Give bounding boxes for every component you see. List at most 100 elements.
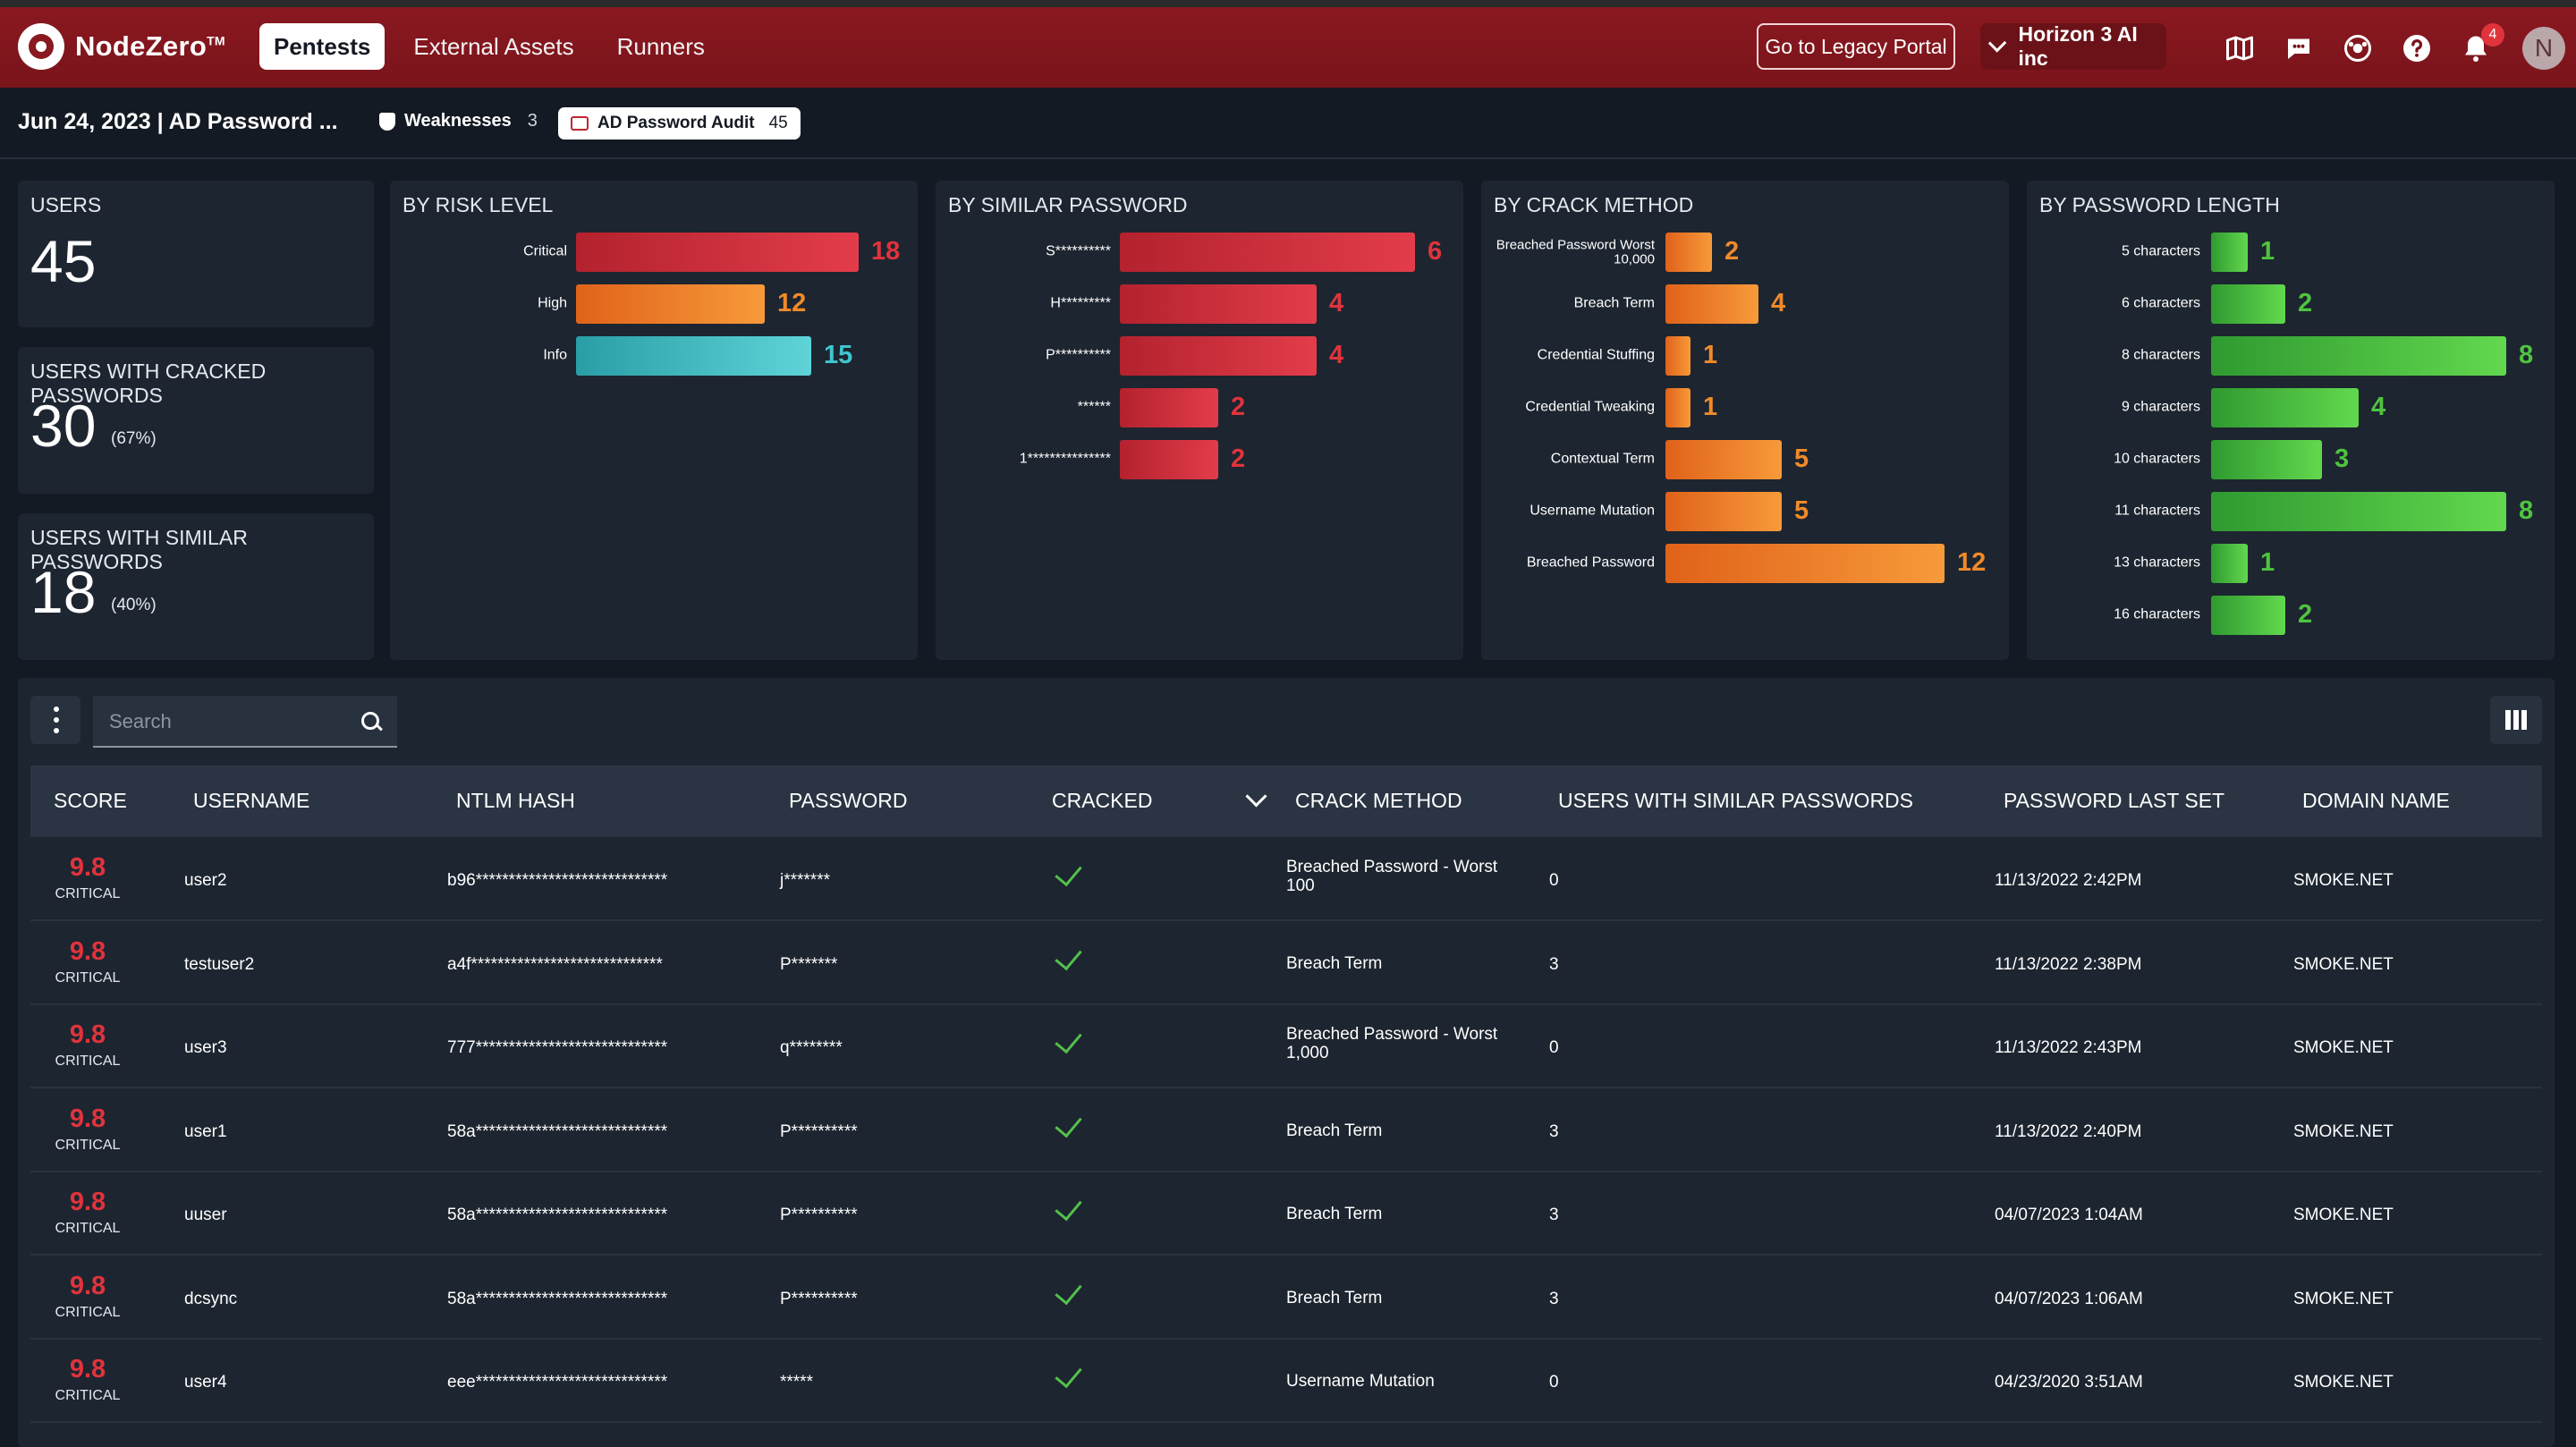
bar-value-label: 2 xyxy=(2298,600,2313,629)
bar[interactable] xyxy=(2211,284,2285,324)
risk-level-chart: BY RISK LEVEL Critical 18 High 12 Info 15 xyxy=(390,181,918,660)
bar[interactable] xyxy=(576,336,811,376)
search-icon[interactable] xyxy=(361,712,379,730)
score-value: 9.8 xyxy=(69,936,106,966)
bar[interactable] xyxy=(1665,544,1945,583)
similar-percent: (40%) xyxy=(111,596,157,614)
severity-label: CRITICAL xyxy=(55,969,121,986)
map-icon[interactable] xyxy=(2224,32,2256,64)
bar[interactable] xyxy=(1665,233,1712,272)
sort-chevron-icon[interactable] xyxy=(1245,785,1267,808)
bar[interactable] xyxy=(1120,233,1415,272)
bar[interactable] xyxy=(2211,388,2359,427)
severity-label: CRITICAL xyxy=(55,1137,121,1153)
col-score[interactable]: SCORE xyxy=(54,789,127,812)
similar-passwords-card: USERS WITH SIMILAR PASSWORDS 18 (40%) xyxy=(18,513,374,660)
search-box xyxy=(93,696,397,748)
bar-row: Info 15 xyxy=(390,336,918,376)
cracked-percent: (67%) xyxy=(111,429,157,448)
help-icon[interactable] xyxy=(2401,32,2433,64)
bar-value-label: 2 xyxy=(2298,289,2313,317)
checkmark-icon xyxy=(1055,1359,1082,1389)
support-icon[interactable] xyxy=(2342,32,2374,64)
bar[interactable] xyxy=(1120,388,1218,427)
app-logo[interactable]: NodeZeroTM xyxy=(18,23,225,70)
table-row[interactable]: 9.8 CRITICAL dcsync 58a********************… xyxy=(30,1256,2542,1340)
domain-name-cell: SMOKE.NET xyxy=(2293,871,2394,890)
bar[interactable] xyxy=(1665,492,1782,531)
username-cell: user4 xyxy=(184,1373,227,1392)
bar-value-label: 2 xyxy=(1724,237,1740,266)
bar-row: Breached Password 12 xyxy=(1481,544,2009,583)
tab-runners[interactable]: Runners xyxy=(616,33,705,60)
domain-name-cell: SMOKE.NET xyxy=(2293,1373,2394,1392)
bar-row: Username Mutation 5 xyxy=(1481,492,2009,531)
col-password[interactable]: PASSWORD xyxy=(789,789,908,812)
chat-icon[interactable] xyxy=(2283,32,2315,64)
bar[interactable] xyxy=(1120,440,1218,479)
table-row[interactable]: 9.8 CRITICAL testuser2 a4f*****************… xyxy=(30,921,2542,1005)
bar-value-label: 18 xyxy=(871,237,901,266)
bar[interactable] xyxy=(1665,440,1782,479)
table-row[interactable]: 9.8 CRITICAL uuser 58a*********************… xyxy=(30,1172,2542,1256)
weaknesses-tab[interactable]: Weaknesses 3 xyxy=(379,111,538,131)
checkmark-icon xyxy=(1055,858,1082,887)
bar[interactable] xyxy=(1665,336,1690,376)
col-similar-passwords[interactable]: USERS WITH SIMILAR PASSWORDS xyxy=(1558,789,1914,812)
severity-label: CRITICAL xyxy=(55,1221,121,1236)
table-row[interactable]: 9.8 CRITICAL user1 58a*********************… xyxy=(30,1088,2542,1172)
col-domain-name[interactable]: DOMAIN NAME xyxy=(2302,789,2450,812)
bar[interactable] xyxy=(1665,388,1690,427)
col-crack-method[interactable]: CRACK METHOD xyxy=(1295,789,1462,812)
bar[interactable] xyxy=(2211,336,2506,376)
bar-row: High 12 xyxy=(390,284,918,324)
bar-value-label: 2 xyxy=(1231,444,1246,473)
page-subheader: Jun 24, 2023 | AD Password ... Weaknesse… xyxy=(0,88,2576,159)
col-cracked[interactable]: CRACKED xyxy=(1052,789,1153,812)
bar-label: 5 characters xyxy=(2121,243,2200,259)
ad-password-audit-tab[interactable]: AD Password Audit 45 xyxy=(558,107,801,140)
search-input[interactable] xyxy=(107,708,343,735)
bar[interactable] xyxy=(2211,544,2248,583)
score-value: 9.8 xyxy=(69,853,106,882)
username-cell: uuser xyxy=(184,1206,227,1224)
column-settings-button[interactable] xyxy=(2490,696,2542,744)
avatar[interactable]: N xyxy=(2522,27,2565,70)
bar[interactable] xyxy=(576,284,765,324)
username-cell: user1 xyxy=(184,1121,227,1141)
bar[interactable] xyxy=(1120,336,1317,376)
bar[interactable] xyxy=(1120,284,1317,324)
bar[interactable] xyxy=(2211,596,2285,635)
bar-row: 1*************** 2 xyxy=(936,440,1463,479)
bar[interactable] xyxy=(2211,233,2248,272)
bar-value-label: 4 xyxy=(1329,289,1344,317)
table-row[interactable]: 9.8 CRITICAL user2 b96*********************… xyxy=(30,837,2542,921)
tab-pentests[interactable]: Pentests xyxy=(259,23,386,70)
crack-method-cell: Breached Password - Worst 1,000 xyxy=(1286,1025,1498,1062)
bar-row: ****** 2 xyxy=(936,388,1463,427)
table-row[interactable]: 9.8 CRITICAL user3 777*********************… xyxy=(30,1004,2542,1088)
bar-row: H********* 4 xyxy=(936,284,1463,324)
bar[interactable] xyxy=(1665,284,1758,324)
tab-external-assets[interactable]: External Assets xyxy=(413,33,574,60)
bar-label: Info xyxy=(543,347,567,363)
bar[interactable] xyxy=(2211,492,2506,531)
username-cell: user3 xyxy=(184,1038,227,1057)
notifications-bell-icon[interactable]: 4 xyxy=(2460,23,2504,64)
bar[interactable] xyxy=(576,233,859,272)
table-row[interactable]: 9.8 CRITICAL user4 eee*********************… xyxy=(30,1339,2542,1423)
score-value: 9.8 xyxy=(69,1020,106,1049)
audit-label: AD Password Audit xyxy=(597,114,755,132)
more-options-button[interactable] xyxy=(30,696,80,744)
column-bar xyxy=(2513,710,2519,730)
bar[interactable] xyxy=(2211,440,2322,479)
bar-row: Critical 18 xyxy=(390,233,918,272)
org-selector[interactable]: Horizon 3 AI inc xyxy=(1980,22,2166,70)
legacy-portal-button[interactable]: Go to Legacy Portal xyxy=(1757,23,1955,70)
similar-count-cell: 0 xyxy=(1549,871,1559,890)
bar-row: 8 characters 8 xyxy=(2027,336,2555,376)
col-password-last-set[interactable]: PASSWORD LAST SET xyxy=(2004,789,2225,812)
col-username[interactable]: USERNAME xyxy=(193,789,310,812)
col-ntlm-hash[interactable]: NTLM HASH xyxy=(456,789,575,812)
cracked-passwords-card: USERS WITH CRACKED PASSWORDS 30 (67%) xyxy=(18,347,374,494)
